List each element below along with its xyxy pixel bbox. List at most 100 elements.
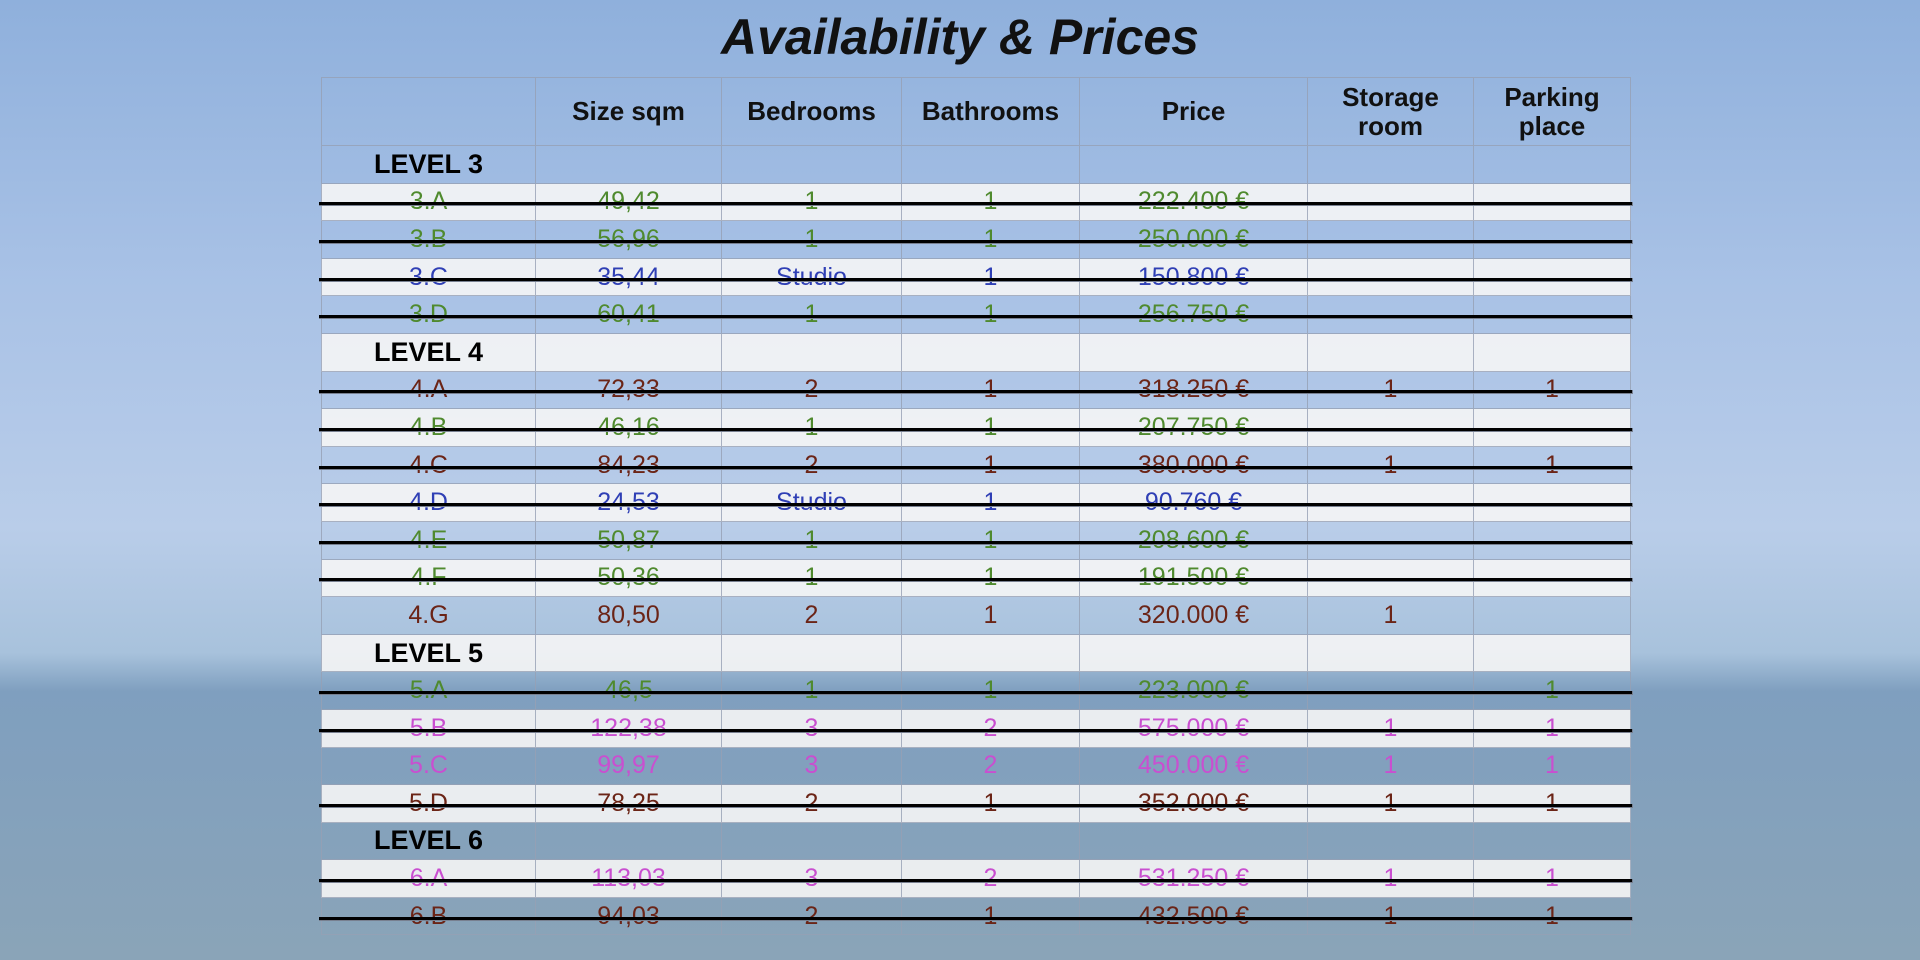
cell — [1080, 146, 1308, 184]
cell — [722, 146, 902, 184]
cell: LEVEL 6 — [321, 822, 536, 861]
level-row: LEVEL 6 — [321, 822, 1631, 861]
header-cell: Storage room — [1308, 77, 1474, 146]
cell — [1308, 146, 1474, 184]
unit-row: 3.C 35,44 Studio 1 150.800 € — [319, 258, 1633, 297]
unit-row: 4.G 80,50 2 1 320.000 €1 — [321, 597, 1631, 635]
title: Availability & Prices — [720, 9, 1199, 65]
cell — [1080, 634, 1308, 673]
strikethrough-line — [319, 202, 1633, 207]
cell — [1474, 597, 1631, 635]
cell: 380.000 € — [1080, 446, 1308, 485]
cell — [1474, 822, 1631, 861]
unit-row: 4.C 84,23 2 1 380.000 €1 1 — [319, 446, 1633, 485]
cell: Studio — [722, 484, 902, 522]
header-row: Size sqm Bedrooms Bathrooms Price Storage ro… — [321, 77, 1631, 146]
cell — [536, 146, 722, 184]
header-cell: Bedrooms — [722, 77, 902, 146]
cell: 46,5 — [536, 672, 722, 710]
cell: 4.G — [321, 597, 536, 635]
unit-row: 6.B 94,03 2 1 432.500 €1 1 — [319, 897, 1633, 936]
strikethrough-line — [319, 540, 1633, 545]
unit-row: 4.B 46,16 1 1 207.750 € — [319, 409, 1633, 447]
cell — [722, 333, 902, 372]
cell: 256.750 € — [1080, 296, 1308, 334]
cell: 113,03 — [536, 860, 722, 898]
cell: 250.000 € — [1080, 221, 1308, 259]
cell — [1308, 634, 1474, 673]
cell — [722, 634, 902, 673]
cell: 352.000 € — [1080, 785, 1308, 823]
strikethrough-line — [319, 315, 1633, 320]
cell: 318.250 € — [1080, 371, 1308, 410]
unit-row: 5.C 99,97 3 2 450.000 €1 1 — [321, 747, 1631, 786]
cell — [536, 822, 722, 861]
unit-row: 3.A 49,42 1 1 222.400 € — [319, 183, 1633, 222]
strikethrough-line — [319, 578, 1633, 583]
level-row: LEVEL 4 — [321, 333, 1631, 372]
cell: 4.F — [321, 559, 536, 598]
unit-row: 4.A 72,33 2 1 318.250 €1 1 — [319, 371, 1633, 410]
cell: 78,25 — [536, 785, 722, 823]
strikethrough-line — [319, 390, 1633, 395]
cell: 1 — [1474, 747, 1631, 786]
cell — [536, 333, 722, 372]
cell: 99,97 — [536, 747, 722, 786]
cell: 122,38 — [536, 709, 722, 748]
cell: 94,03 — [536, 897, 722, 936]
cell: 1 — [1308, 597, 1474, 635]
cell — [1308, 822, 1474, 861]
unit-row: 4.E 50,87 1 1 208.600 € — [319, 521, 1633, 560]
cell: 150.800 € — [1080, 258, 1308, 297]
header-cell: Bathrooms — [902, 77, 1080, 146]
cell: 2 — [902, 747, 1080, 786]
strikethrough-line — [319, 879, 1633, 884]
cell: 320.000 € — [1080, 597, 1308, 635]
strikethrough-line — [319, 239, 1633, 244]
cell: 60,41 — [536, 296, 722, 334]
cell: LEVEL 5 — [321, 634, 536, 673]
cell: 207.750 € — [1080, 409, 1308, 447]
unit-row: 5.D 78,25 2 1 352.000 €1 1 — [319, 785, 1633, 823]
cell: 1 — [1308, 747, 1474, 786]
cell: Studio — [722, 258, 902, 297]
cell — [902, 822, 1080, 861]
cell: 432.500 € — [1080, 897, 1308, 936]
strikethrough-line — [319, 427, 1633, 432]
cell: 72,33 — [536, 371, 722, 410]
cell — [536, 634, 722, 673]
table-body: LEVEL 3 3.A 49,42 1 1 222.400 €3.B 56,96 1 1 250.… — [319, 146, 1633, 936]
cell: 4.D — [321, 484, 536, 522]
cell: 208.600 € — [1080, 521, 1308, 560]
strikethrough-line — [319, 916, 1633, 921]
unit-row: 6.A 113,03 3 2 531.250 €1 1 — [319, 860, 1633, 898]
level-row: LEVEL 5 — [321, 634, 1631, 673]
unit-row: 4.F 50,36 1 1 191.500 € — [319, 559, 1633, 598]
cell: 49,42 — [536, 183, 722, 222]
strikethrough-line — [319, 728, 1633, 733]
cell — [1308, 333, 1474, 372]
strikethrough-line — [319, 465, 1633, 470]
cell — [902, 634, 1080, 673]
cell: 84,23 — [536, 446, 722, 485]
cell: 223.000 € — [1080, 672, 1308, 710]
cell: 450.000 € — [1080, 747, 1308, 786]
header-cell: Price — [1080, 77, 1308, 146]
cell: 5.A — [321, 672, 536, 710]
strikethrough-line — [319, 503, 1633, 508]
cell: 80,50 — [536, 597, 722, 635]
unit-row: 3.B 56,96 1 1 250.000 € — [319, 221, 1633, 259]
cell — [902, 333, 1080, 372]
cell: 4.A — [321, 371, 536, 410]
cell: 2 — [722, 597, 902, 635]
cell: 5.C — [321, 747, 536, 786]
price-table: Size sqm Bedrooms Bathrooms Price Storage ro… — [319, 77, 1633, 936]
strikethrough-line — [319, 691, 1633, 696]
unit-row: 4.D 24,53 Studio 1 90.760 € — [319, 484, 1633, 522]
cell — [902, 146, 1080, 184]
cell — [1474, 146, 1631, 184]
header-cell — [321, 77, 536, 146]
strikethrough-line — [319, 803, 1633, 808]
strikethrough-line — [319, 277, 1633, 282]
